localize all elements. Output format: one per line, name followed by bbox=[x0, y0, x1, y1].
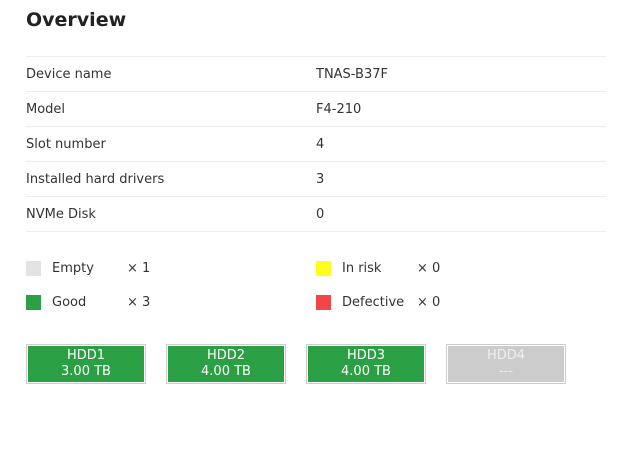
disk-slot-hdd2[interactable]: HDD2 4.00 TB bbox=[166, 344, 286, 384]
disk-slot-hdd4[interactable]: HDD4 --- bbox=[446, 344, 566, 384]
legend-defective: Defective × 0 bbox=[316, 293, 440, 311]
legend-empty: Empty × 1 bbox=[26, 259, 150, 277]
legend-count: × 0 bbox=[417, 294, 441, 310]
disk-size: 4.00 TB bbox=[201, 364, 251, 379]
disk-name: HDD3 bbox=[346, 348, 386, 363]
disk-slots: HDD1 3.00 TB HDD2 4.00 TB HDD3 4.00 TB HDD4… bbox=[26, 344, 566, 384]
disk-name: HDD4 bbox=[486, 348, 526, 363]
info-row-nvme-disk: NVMe Disk 0 bbox=[26, 197, 606, 232]
empty-swatch bbox=[26, 260, 41, 276]
info-value: 3 bbox=[316, 171, 325, 187]
info-value: 0 bbox=[316, 206, 325, 222]
legend-label: Good bbox=[52, 294, 87, 310]
info-value: 4 bbox=[316, 136, 325, 152]
disk-slot-hdd3[interactable]: HDD3 4.00 TB bbox=[306, 344, 426, 384]
good-swatch bbox=[26, 294, 41, 310]
disk-slot-hdd1[interactable]: HDD1 3.00 TB bbox=[26, 344, 146, 384]
info-label: Slot number bbox=[26, 136, 106, 152]
disk-name: HDD2 bbox=[206, 348, 246, 363]
legend-label: Defective bbox=[342, 294, 405, 310]
legend-in-risk: In risk × 0 bbox=[316, 259, 440, 277]
info-label: Installed hard drivers bbox=[26, 171, 165, 187]
info-label: NVMe Disk bbox=[26, 206, 96, 222]
legend-label: In risk bbox=[342, 260, 382, 276]
legend-good: Good × 3 bbox=[26, 293, 150, 311]
disk-name: HDD1 bbox=[66, 348, 106, 363]
defective-swatch bbox=[316, 294, 331, 310]
info-row-installed-drives: Installed hard drivers 3 bbox=[26, 162, 606, 197]
in-risk-swatch bbox=[316, 260, 331, 276]
legend-label: Empty bbox=[52, 260, 94, 276]
info-row-device-name: Device name TNAS-B37F bbox=[26, 57, 606, 92]
legend-count: × 3 bbox=[127, 294, 151, 310]
disk-size: 4.00 TB bbox=[341, 364, 391, 379]
info-row-model: Model F4-210 bbox=[26, 92, 606, 127]
disk-size: --- bbox=[498, 364, 514, 379]
info-value: TNAS-B37F bbox=[316, 66, 388, 82]
info-table: Device name TNAS-B37F Model F4-210 Slot nu… bbox=[26, 56, 606, 232]
legend-count: × 1 bbox=[127, 260, 151, 276]
disk-size: 3.00 TB bbox=[61, 364, 111, 379]
legend-count: × 0 bbox=[417, 260, 441, 276]
page-title: Overview bbox=[26, 9, 127, 31]
info-row-slot-number: Slot number 4 bbox=[26, 127, 606, 162]
info-label: Model bbox=[26, 101, 66, 117]
info-value: F4-210 bbox=[316, 101, 362, 117]
info-label: Device name bbox=[26, 66, 112, 82]
